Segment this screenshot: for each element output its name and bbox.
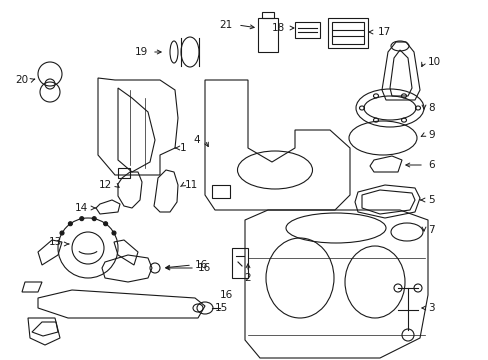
Circle shape: [112, 231, 116, 235]
Text: 16: 16: [220, 290, 233, 300]
Text: 6: 6: [427, 160, 434, 170]
Text: 1: 1: [180, 143, 186, 153]
Circle shape: [103, 222, 107, 226]
Text: 14: 14: [75, 203, 88, 213]
Circle shape: [80, 217, 83, 221]
Text: 4: 4: [193, 135, 200, 145]
Text: 10: 10: [427, 57, 440, 67]
Text: 18: 18: [271, 23, 285, 33]
Text: 19: 19: [135, 47, 148, 57]
Text: 12: 12: [99, 180, 112, 190]
Text: 8: 8: [427, 103, 434, 113]
Circle shape: [60, 231, 64, 235]
Text: 20: 20: [15, 75, 28, 85]
Text: 21: 21: [218, 20, 231, 30]
Circle shape: [92, 217, 96, 221]
Text: 11: 11: [184, 180, 198, 190]
Text: 15: 15: [215, 303, 228, 313]
Text: 17: 17: [377, 27, 390, 37]
Text: 5: 5: [427, 195, 434, 205]
Text: 16: 16: [198, 263, 211, 273]
Circle shape: [68, 222, 72, 226]
Text: 9: 9: [427, 130, 434, 140]
Text: 2: 2: [244, 273, 251, 283]
Text: 7: 7: [427, 225, 434, 235]
Text: 3: 3: [427, 303, 434, 313]
Text: 16: 16: [195, 260, 208, 270]
Text: 13: 13: [49, 237, 62, 247]
